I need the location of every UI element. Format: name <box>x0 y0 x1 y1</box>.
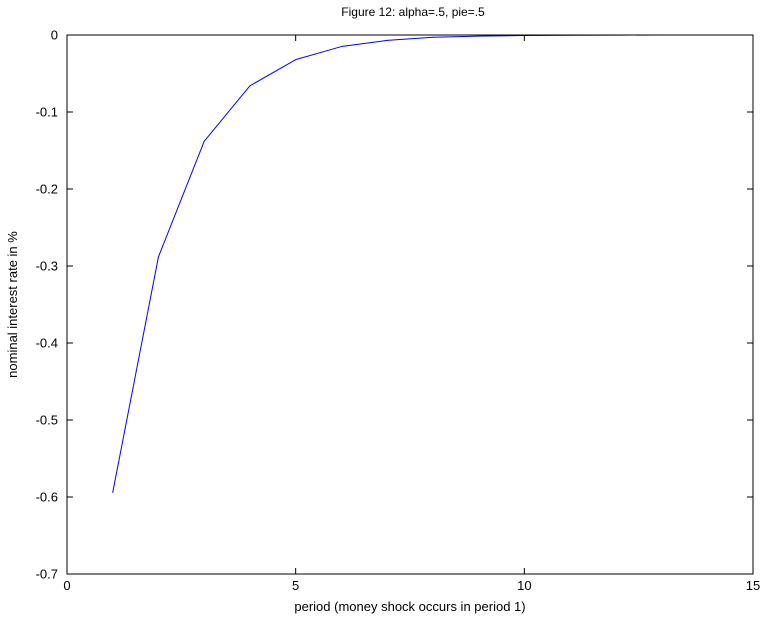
data-point <box>295 59 296 60</box>
data-point <box>204 141 205 142</box>
data-point <box>249 85 250 86</box>
y-axis-label: nominal interest rate in % <box>5 231 20 378</box>
y-tick-label: -0.5 <box>36 413 58 428</box>
x-tick-label: 10 <box>517 578 531 593</box>
x-tick-label: 15 <box>746 578 760 593</box>
data-point <box>387 40 388 41</box>
data-point <box>341 46 342 47</box>
y-tick-label: -0.6 <box>36 490 58 505</box>
y-tick-label: -0.2 <box>36 182 58 197</box>
data-point <box>112 492 113 493</box>
data-point <box>478 36 479 37</box>
y-tick-label: 0 <box>51 28 58 43</box>
data-point <box>158 256 159 257</box>
y-tick-label: -0.7 <box>36 567 58 582</box>
chart-title: Figure 12: alpha=.5, pie=.5 <box>341 5 485 19</box>
data-point <box>432 37 433 38</box>
y-tick-label: -0.3 <box>36 259 58 274</box>
x-axis-label: period (money shock occurs in period 1) <box>294 599 525 614</box>
y-tick-label: -0.4 <box>36 336 58 351</box>
x-tick-label: 5 <box>292 578 299 593</box>
x-tick-label: 0 <box>63 578 70 593</box>
y-tick-label: -0.1 <box>36 105 58 120</box>
